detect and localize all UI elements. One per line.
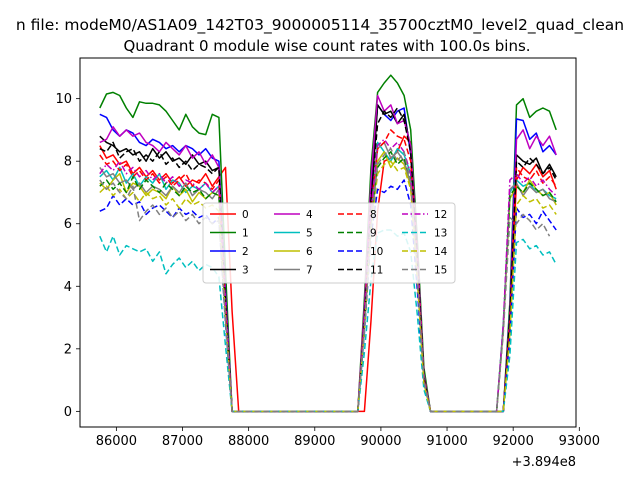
- x-tick-label: 89000: [294, 434, 335, 449]
- y-axis: 0 2 4 6 8 10: [55, 92, 80, 420]
- series-line-8: [99, 129, 557, 413]
- legend-label-15: 15: [434, 265, 447, 277]
- legend-label-7: 7: [306, 265, 313, 277]
- legend-label-3: 3: [242, 265, 249, 277]
- y-tick-label: 2: [64, 342, 72, 357]
- figure-suptitle: n file: modeM0/AS1A09_142T03_9000005114_…: [16, 16, 624, 35]
- x-tick-label: 91000: [426, 434, 467, 449]
- chart-title: Quadrant 0 module wise count rates with …: [123, 37, 530, 55]
- axes-frame: [79, 57, 577, 428]
- legend-label-8: 8: [370, 209, 377, 221]
- legend-label-9: 9: [370, 228, 377, 240]
- x-tick-label: 87000: [162, 434, 203, 449]
- legend-label-10: 10: [370, 246, 383, 258]
- legend-label-11: 11: [370, 265, 383, 277]
- y-tick-label: 6: [64, 217, 72, 232]
- legend-box: [202, 202, 456, 284]
- x-tick-label: 92000: [492, 434, 533, 449]
- x-tick-label: 86000: [96, 434, 137, 449]
- legend-label-5: 5: [306, 228, 313, 240]
- y-tick-label: 10: [55, 92, 72, 107]
- legend-label-4: 4: [306, 209, 313, 221]
- legend-label-6: 6: [306, 246, 313, 258]
- legend-label-14: 14: [434, 246, 448, 258]
- legend-label-0: 0: [242, 209, 249, 221]
- y-tick-label: 4: [64, 280, 72, 295]
- legend-label-2: 2: [242, 246, 249, 258]
- y-tick-label: 8: [64, 155, 72, 170]
- x-offset-label: +3.894e8: [512, 455, 576, 470]
- legend-label-1: 1: [242, 228, 249, 240]
- x-tick-label: 90000: [360, 434, 401, 449]
- series-line-15: [99, 147, 551, 413]
- x-tick-label: 88000: [228, 434, 269, 449]
- legend-label-13: 13: [434, 228, 447, 240]
- x-axis: 86000 87000 88000 89000 90000 91000 92000 93000: [96, 427, 600, 449]
- x-tick-label: 93000: [559, 434, 600, 449]
- legend-label-12: 12: [434, 209, 447, 221]
- y-tick-label: 0: [64, 405, 72, 420]
- plot-area: [99, 74, 557, 413]
